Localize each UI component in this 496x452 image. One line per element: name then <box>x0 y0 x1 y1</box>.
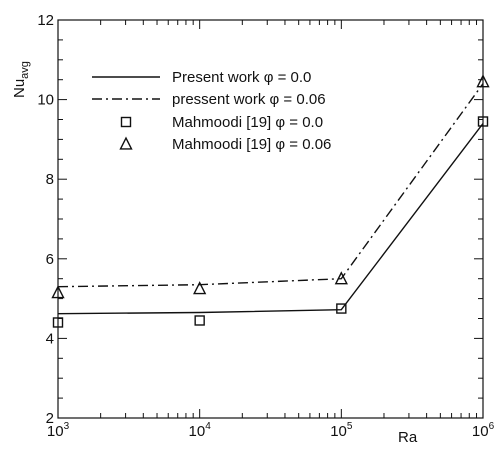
x-tick-label: 105 <box>330 421 353 440</box>
x-tick-label-exp: 4 <box>205 421 211 432</box>
series-line-1 <box>57 83 484 288</box>
legend-label-3: Mahmoodi [19] φ = 0.06 <box>172 136 331 153</box>
data-point-square <box>336 303 347 314</box>
data-point-square <box>52 317 64 328</box>
x-tick-label-base: 10 <box>330 423 347 440</box>
data-point-triangle <box>476 74 490 88</box>
y-axis-label: Nuavg <box>11 61 31 98</box>
data-point-square <box>477 116 489 127</box>
x-tick-label-exp: 6 <box>489 421 495 432</box>
legend-label-1: pressent work φ = 0.06 <box>172 91 326 108</box>
x-tick-label-exp: 5 <box>347 421 353 432</box>
y-tick-label: 2 <box>46 410 54 427</box>
legend: Present work φ = 0.0 pressent work φ = 0.… <box>92 69 331 153</box>
svg-text:Nuavg: Nuavg <box>11 61 31 98</box>
data-point-triangle <box>193 281 207 295</box>
y-axis-label-sub: avg <box>19 61 31 79</box>
y-tick-label: 4 <box>46 330 54 347</box>
legend-marker-square <box>120 116 132 128</box>
y-tick-label: 10 <box>37 92 54 109</box>
legend-label-2: Mahmoodi [19] φ = 0.0 <box>172 114 323 131</box>
x-tick-label: 104 <box>189 421 212 440</box>
data-point-triangle <box>51 285 65 299</box>
series-line-0 <box>57 123 484 315</box>
x-tick-label-base: 10 <box>189 423 206 440</box>
y-tick-label: 6 <box>46 251 54 268</box>
x-tick-label: 106 <box>472 421 495 440</box>
x-tick-label-base: 10 <box>47 423 64 440</box>
series-layer <box>51 74 490 328</box>
x-tick-label-base: 10 <box>472 423 489 440</box>
y-tick-label: 8 <box>46 171 54 188</box>
x-tick-label: 103 <box>47 421 70 440</box>
data-point-triangle <box>334 271 348 285</box>
y-tick-label: 12 <box>37 12 54 29</box>
legend-marker-triangle <box>119 136 133 150</box>
x-tick-label-exp: 3 <box>64 421 70 432</box>
legend-label-0: Present work φ = 0.0 <box>172 69 311 86</box>
data-point-square <box>194 315 205 326</box>
y-axis-label-main: Nu <box>11 79 28 98</box>
x-axis-label: Ra <box>398 429 418 446</box>
